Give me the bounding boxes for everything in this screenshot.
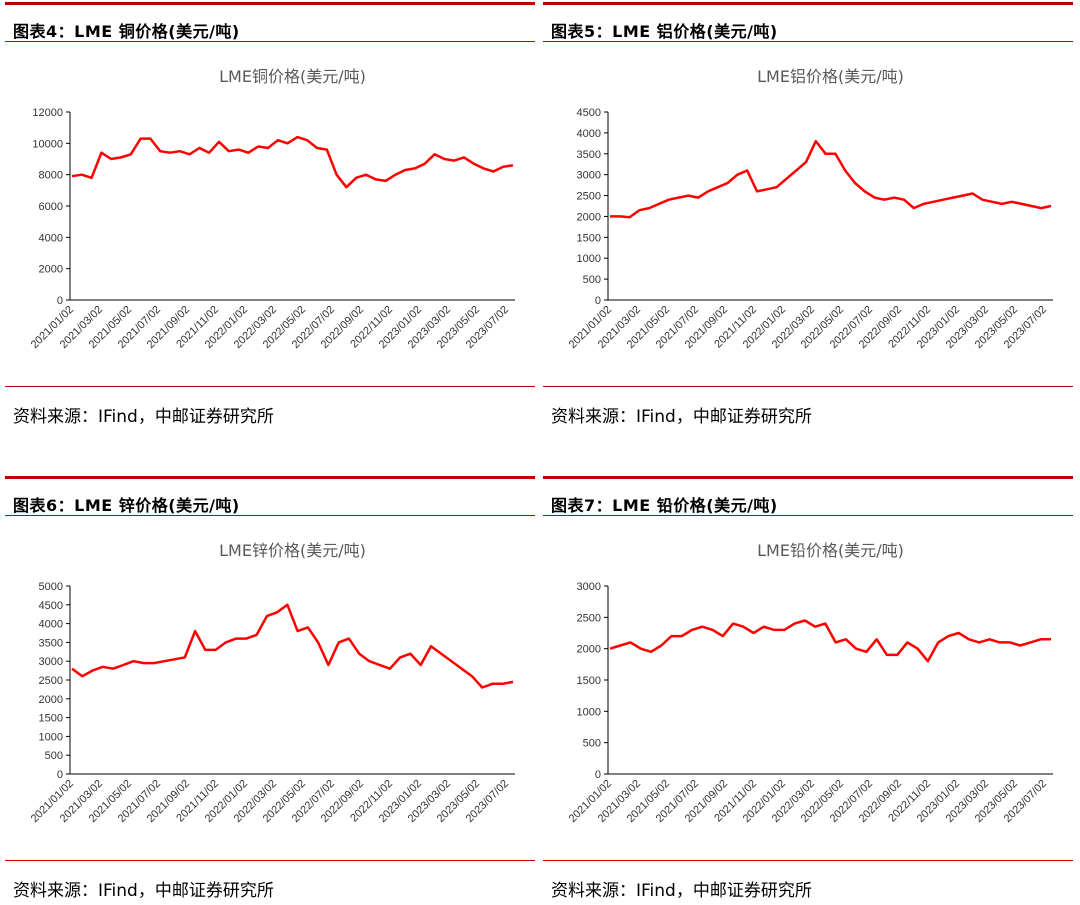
panel-title: 图表7：LME 铅价格(美元/吨) [551, 496, 778, 515]
series-line [71, 135, 514, 189]
zinc-chart: LME锌价格(美元/吨) 0 500 1000 1500 2000 2500 3000 3500… [29, 541, 515, 825]
panel-header: 图表4：LME 铜价格(美元/吨) [5, 2, 535, 42]
y-tick-label: 10000 [32, 138, 63, 150]
source-note: 资料来源：IFind，中邮证券研究所 [551, 881, 812, 901]
y-tick-label: 2500 [577, 612, 601, 624]
y-tick-label: 4000 [577, 128, 601, 140]
y-tick-label: 3500 [39, 637, 63, 649]
y-tick-label: 1500 [577, 675, 601, 687]
y-tick-label: 1500 [39, 713, 63, 725]
chart-title: LME铅价格(美元/吨) [757, 541, 904, 560]
source-note: 资料来源：IFind，中邮证券研究所 [551, 407, 812, 427]
lead-chart: LME铅价格(美元/吨)0500100015002000250030002021… [567, 541, 1053, 825]
chart-title: LME铝价格(美元/吨) [757, 67, 904, 86]
y-tick-label: 4000 [39, 619, 63, 631]
panel-title: 图表4：LME 铜价格(美元/吨) [13, 22, 240, 41]
y-tick-label: 1000 [577, 253, 601, 265]
y-tick-label: 1500 [577, 232, 601, 244]
source-note: 资料来源：IFind，中邮证券研究所 [13, 407, 274, 427]
y-tick-label: 12000 [32, 107, 63, 119]
divider [5, 860, 535, 861]
source-note: 资料来源：IFind，中邮证券研究所 [13, 881, 274, 901]
y-tick-label: 0 [57, 769, 63, 781]
series-line [610, 139, 1052, 219]
panel-zinc: 图表6：LME 锌价格(美元/吨) LME锌价格(美元/吨) 0 500 1000 15… [5, 476, 535, 904]
chart-title: LME铜价格(美元/吨) [219, 67, 366, 86]
panel-lead: 图表7：LME 铅价格(美元/吨) LME铅价格(美元/吨) 0 500 1000 15… [543, 476, 1073, 904]
y-tick-label: 2000 [577, 644, 601, 656]
y-tick-label: 500 [583, 738, 601, 750]
y-tick-label: 2000 [577, 211, 601, 223]
y-tick-label: 2500 [577, 191, 601, 203]
y-tick-label: 3000 [577, 581, 601, 593]
y-tick-label: 8000 [39, 170, 63, 182]
panel-copper: 图表4：LME 铜价格(美元/吨) LME铜价格(美元/吨) 0 2000 4000 6… [5, 2, 535, 430]
divider [543, 386, 1073, 387]
y-tick-label: 5000 [39, 581, 63, 593]
y-tick-label: 4500 [39, 600, 63, 612]
aluminum-chart: LME铝价格(美元/吨) 0 500 1000 1500 2000 2500 3000 3500… [567, 67, 1053, 351]
y-tick-label: 4500 [577, 107, 601, 119]
series-line [71, 603, 514, 689]
chart-title: LME锌价格(美元/吨) [219, 541, 366, 560]
y-tick-label: 0 [595, 295, 601, 307]
y-tick-label: 2000 [39, 264, 63, 276]
series-line [609, 619, 1051, 663]
y-tick-label: 500 [583, 274, 601, 286]
y-tick-label: 0 [57, 295, 63, 307]
panel-aluminum: 图表5：LME 铝价格(美元/吨) LME铝价格(美元/吨) 0 500 1000 15… [543, 2, 1073, 430]
y-tick-label: 1000 [577, 706, 601, 718]
panel-header: 图表5：LME 铝价格(美元/吨) [543, 2, 1073, 42]
y-tick-label: 2500 [39, 675, 63, 687]
panel-title: 图表6：LME 锌价格(美元/吨) [13, 496, 240, 515]
panel-header: 图表6：LME 锌价格(美元/吨) [5, 476, 535, 516]
y-tick-label: 3500 [577, 149, 601, 161]
panel-title: 图表5：LME 铝价格(美元/吨) [551, 22, 778, 41]
y-tick-label: 3000 [577, 170, 601, 182]
y-tick-label: 500 [45, 750, 63, 762]
divider [543, 860, 1073, 861]
divider [5, 386, 535, 387]
y-tick-label: 3000 [39, 656, 63, 668]
y-tick-label: 2000 [39, 694, 63, 706]
y-tick-label: 1000 [39, 731, 63, 743]
y-tick-label: 0 [595, 769, 601, 781]
copper-chart: LME铜价格(美元/吨)0200040006000800010000120002… [29, 67, 515, 351]
y-tick-label: 6000 [39, 201, 63, 213]
y-tick-label: 4000 [39, 232, 63, 244]
panel-header: 图表7：LME 铅价格(美元/吨) [543, 476, 1073, 516]
